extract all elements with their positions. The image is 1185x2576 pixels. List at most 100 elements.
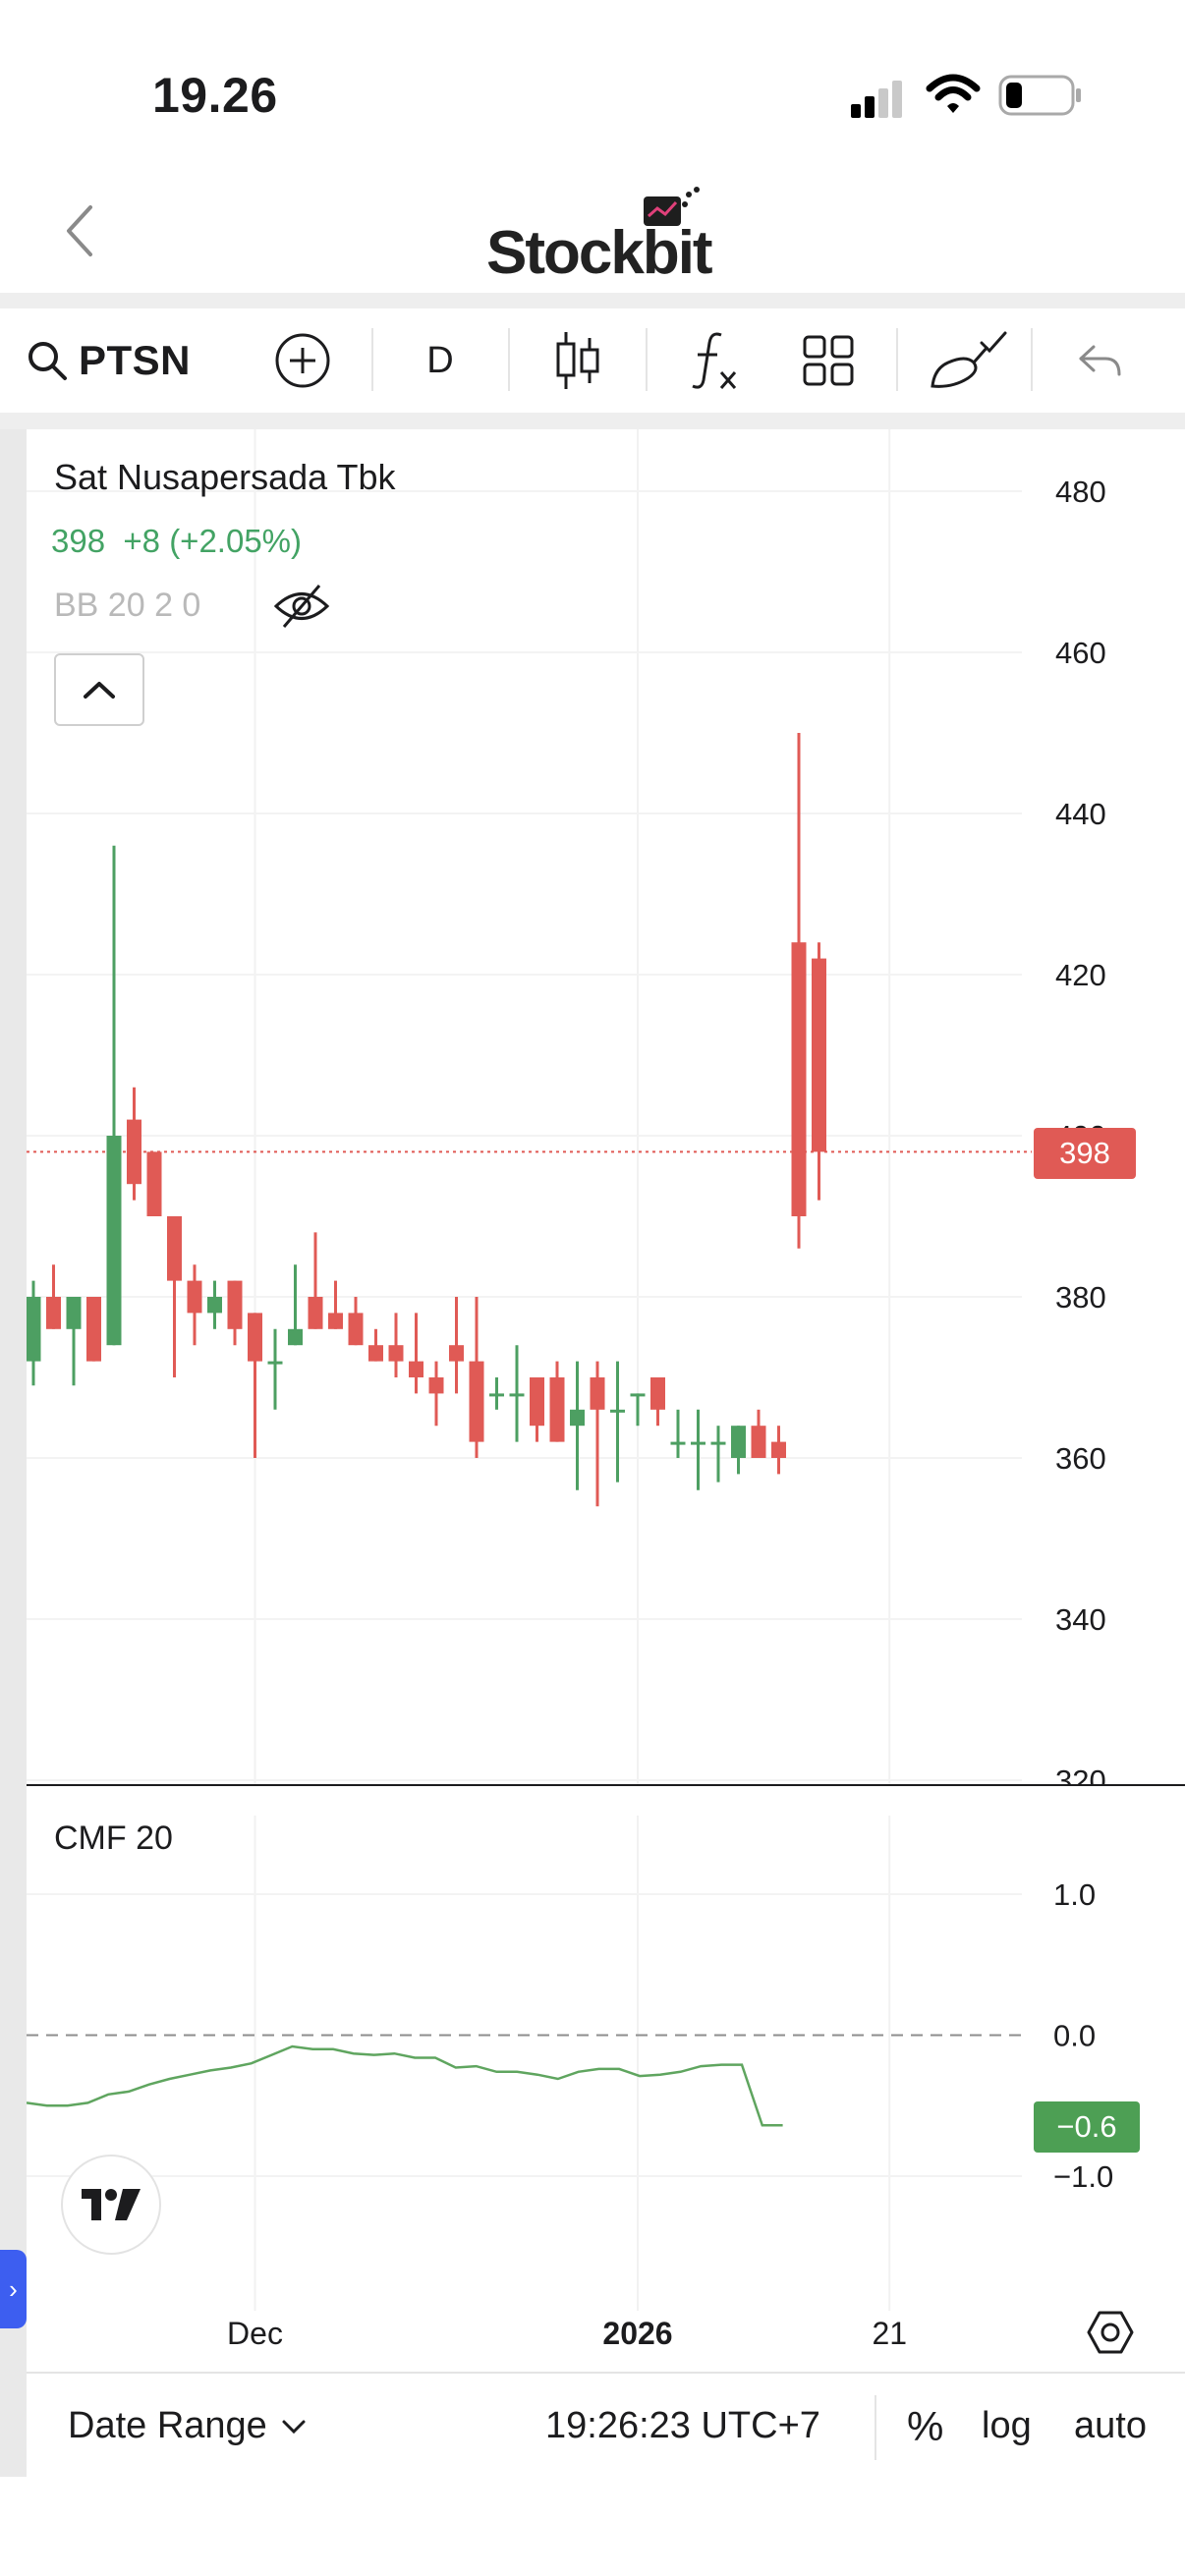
- ticker-symbol: PTSN: [79, 337, 192, 383]
- stockbit-logo: Stockbit: [486, 187, 713, 287]
- settings-icon[interactable]: [1087, 2309, 1134, 2356]
- price-axis-tick-label: 460: [1055, 636, 1106, 670]
- search-icon: [28, 342, 67, 380]
- cmf-indicator-label[interactable]: CMF 20: [54, 1820, 173, 1857]
- layouts-button[interactable]: [789, 308, 868, 413]
- candle-body: [308, 1297, 323, 1329]
- interval-button[interactable]: D: [426, 339, 454, 381]
- price-axis-tick-label: 480: [1055, 475, 1106, 509]
- indicator-label[interactable]: BB 20 2 0: [54, 587, 201, 624]
- tradingview-icon: [82, 2189, 141, 2220]
- pane-gap: [27, 1786, 1185, 1816]
- brand-name: Stockbit: [486, 219, 713, 287]
- undo-button[interactable]: [1061, 308, 1140, 413]
- candle-body: [167, 1216, 182, 1281]
- candle-body: [187, 1280, 202, 1314]
- bottom-divider: [875, 2395, 876, 2460]
- candle-body: [267, 1361, 283, 1365]
- cmf-line: [27, 2044, 783, 2127]
- candle-body: [27, 1297, 41, 1362]
- candle-body: [368, 1345, 383, 1362]
- chart-area[interactable]: 4804604404204003803603403201.00.0−1.0Dec…: [27, 429, 1185, 2373]
- compare-symbol-button[interactable]: [265, 308, 340, 413]
- candle-body: [328, 1313, 343, 1329]
- candle-body: [489, 1393, 504, 1397]
- candle-body: [691, 1441, 705, 1445]
- price-axis-tick-label: 420: [1055, 958, 1106, 992]
- signal-icon: [851, 81, 902, 118]
- clock-timezone[interactable]: 19:26:23 UTC+7: [545, 2405, 820, 2446]
- candle-body: [610, 1409, 625, 1413]
- toolbar-divider: [646, 328, 648, 391]
- time-axis-tick-label: 2026: [602, 2316, 672, 2351]
- candles-icon: [556, 332, 599, 389]
- candle-body: [106, 1136, 122, 1346]
- eye-off-icon[interactable]: [272, 582, 331, 631]
- candle-body: [710, 1441, 726, 1445]
- candle-body: [86, 1297, 101, 1362]
- candle-body: [549, 1377, 565, 1442]
- candle-body: [227, 1280, 243, 1329]
- grid-icon: [803, 335, 854, 386]
- candle-body: [248, 1313, 262, 1362]
- candle-body: [791, 942, 807, 1216]
- candle-body: [66, 1297, 82, 1329]
- candle-body: [146, 1151, 162, 1216]
- candle-body: [670, 1441, 686, 1445]
- toolbar-divider: [371, 328, 373, 391]
- toolbar-divider: [1031, 328, 1033, 391]
- candle-body: [428, 1377, 444, 1394]
- candle-body: [751, 1426, 766, 1458]
- candle-body: [570, 1409, 585, 1427]
- chevron-down-icon: [282, 2420, 306, 2434]
- price-axis-tick-label: 440: [1055, 797, 1106, 831]
- back-chevron-icon[interactable]: [61, 201, 100, 260]
- candle-body: [348, 1313, 364, 1346]
- candle-body: [409, 1361, 423, 1377]
- logo-mark-icon: [644, 187, 700, 226]
- cmf-axis-tick-label: 1.0: [1053, 1877, 1096, 1912]
- chevron-up-icon: [84, 682, 115, 699]
- indicators-button[interactable]: [676, 308, 755, 413]
- chart-type-button[interactable]: [538, 308, 617, 413]
- collapse-legend-button[interactable]: [54, 653, 144, 726]
- time-axis-tick-label: 21: [872, 2316, 907, 2351]
- candle-body: [469, 1361, 484, 1442]
- function-icon: [692, 332, 737, 389]
- candle-body: [590, 1377, 605, 1410]
- cmf-axis-tick-label: 0.0: [1053, 2019, 1096, 2053]
- cmf-axis-tick-label: −1.0: [1053, 2159, 1113, 2194]
- tradingview-logo[interactable]: [61, 2155, 161, 2255]
- candle-body: [288, 1328, 303, 1346]
- price-change: 398 +8 (+2.05%): [51, 523, 303, 559]
- candle-body: [630, 1393, 646, 1397]
- price-axis-tick-label: 340: [1055, 1602, 1106, 1637]
- candle-body: [127, 1119, 141, 1185]
- candle-body: [46, 1297, 61, 1329]
- chart-left-strip: [0, 429, 27, 2477]
- percent-scale-button[interactable]: %: [907, 2403, 944, 2449]
- drawing-tools-button[interactable]: [924, 308, 1012, 413]
- wifi-icon: [926, 74, 981, 113]
- chart-toolbar: PTSN D: [0, 308, 1185, 413]
- chart-canvas[interactable]: 4804604404204003803603403201.00.0−1.0Dec…: [27, 429, 1185, 2373]
- candle-body: [509, 1393, 525, 1397]
- company-name: Sat Nusapersada Tbk: [54, 457, 396, 497]
- time-axis-tick-label: Dec: [227, 2316, 283, 2351]
- bottom-bar: [27, 2372, 1185, 2480]
- auto-scale-button[interactable]: auto: [1074, 2405, 1147, 2446]
- date-range-label: Date Range: [68, 2405, 267, 2446]
- candle-body: [812, 958, 826, 1152]
- date-range-button[interactable]: Date Range: [68, 2405, 307, 2447]
- side-panel-toggle[interactable]: ›: [0, 2250, 27, 2328]
- price-axis-tick-label: 360: [1055, 1441, 1106, 1476]
- toolbar-bottom-band: [0, 413, 1185, 429]
- toolbar-divider: [508, 328, 510, 391]
- candle-body: [650, 1377, 665, 1410]
- symbol-search-button[interactable]: PTSN: [26, 308, 212, 413]
- candle-body: [731, 1426, 746, 1458]
- log-scale-button[interactable]: log: [982, 2405, 1032, 2446]
- status-time: 19.26: [152, 68, 278, 123]
- candle-body: [449, 1345, 464, 1362]
- last-price-tag: 398: [1034, 1128, 1136, 1179]
